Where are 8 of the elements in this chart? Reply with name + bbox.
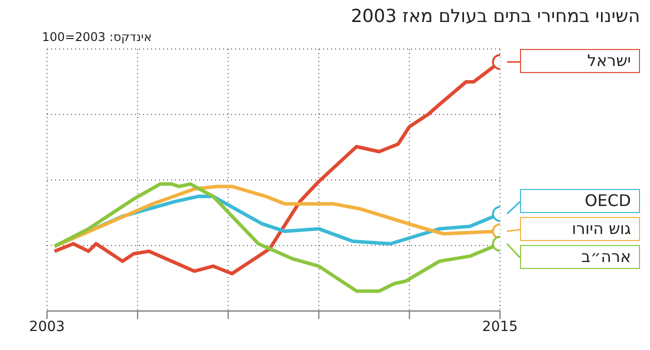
text: ישראל <box>520 48 640 73</box>
text: OECD <box>520 188 640 213</box>
text: גוש היורו <box>520 216 640 241</box>
x-tick-label: 2015 <box>482 318 518 335</box>
chart-subtitle: אינדקס: 2003=100 <box>42 30 152 44</box>
chart-title: השינוי במחירי בתים בעולם מאז 2003 <box>350 6 640 27</box>
text: ארה״ב <box>520 244 640 269</box>
x-tick-label: 2003 <box>29 318 65 335</box>
